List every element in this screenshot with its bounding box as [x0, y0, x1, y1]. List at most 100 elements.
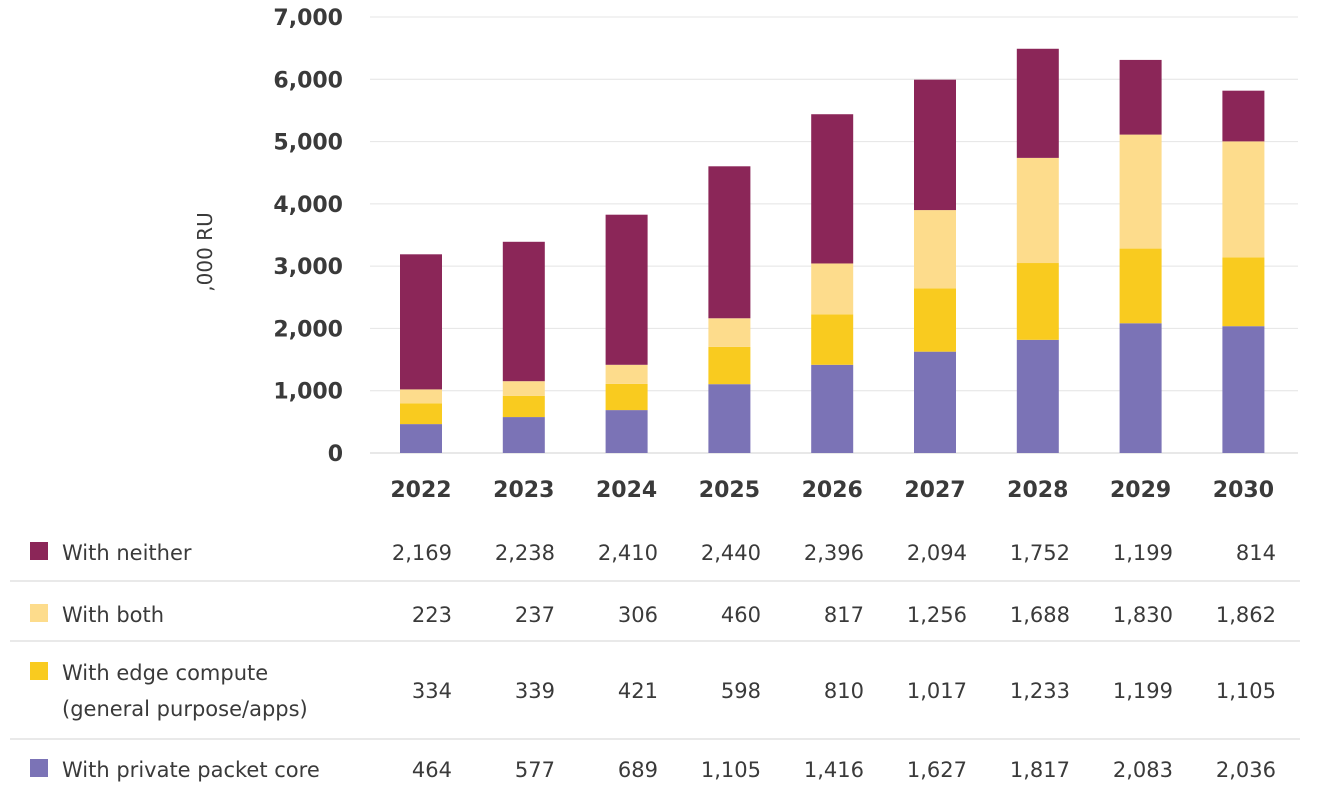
bar-segment: [502, 417, 545, 453]
bar-segment: [1016, 339, 1059, 453]
y-tick-label: 2,000: [273, 317, 343, 342]
bar-segment: [400, 403, 442, 425]
x-tick-label: 2025: [699, 478, 760, 503]
y-axis-label: ,000 RU: [193, 212, 217, 291]
series-label: With private packet core: [62, 758, 320, 782]
series-label: (general purpose/apps): [62, 697, 308, 721]
table-row: With neither 2,169 2,238 2,410 2,440 2,396 2,0…: [30, 541, 1276, 565]
table-value: 1,416: [804, 758, 864, 782]
y-tick-label: 7,000: [273, 6, 343, 31]
y-tick-label: 1,000: [273, 380, 343, 405]
x-axis-ticks: 2022 2023 2024 2025 2026 2027 2028 2029 2030: [390, 478, 1274, 503]
table-value: 1,627: [907, 758, 967, 782]
table-value: 689: [618, 758, 658, 782]
legend-swatch: [30, 662, 48, 680]
bars: [400, 48, 1265, 453]
table-value: 598: [721, 679, 761, 703]
bar-segment: [708, 166, 751, 319]
x-tick-label: 2022: [390, 478, 451, 503]
table-value: 334: [412, 679, 452, 703]
y-tick-label: 3,000: [273, 255, 343, 280]
data-table: With neither 2,169 2,238 2,410 2,440 2,396 2,0…: [10, 541, 1300, 782]
table-value: 464: [412, 758, 452, 782]
table-row: With private packet core 464 577 689 1,105 1,…: [30, 758, 1276, 782]
table-value: 1,199: [1113, 541, 1173, 565]
table-value: 810: [824, 679, 864, 703]
x-tick-label: 2024: [596, 478, 657, 503]
x-tick-label: 2029: [1110, 478, 1171, 503]
table-value: 339: [515, 679, 555, 703]
bar-segment: [1016, 48, 1059, 158]
legend-swatch: [30, 542, 48, 560]
table-value: 2,083: [1113, 758, 1173, 782]
table-value: 2,396: [804, 541, 864, 565]
legend-swatch: [30, 759, 48, 777]
bar-segment: [400, 389, 442, 404]
table-value: 2,036: [1216, 758, 1276, 782]
table-value: 1,752: [1010, 541, 1070, 565]
bar-segment: [1119, 323, 1162, 453]
bar-segment: [708, 318, 751, 347]
table-value: 1,017: [907, 679, 967, 703]
table-value: 2,410: [598, 541, 658, 565]
table-value: 814: [1236, 541, 1276, 565]
bar-segment: [811, 114, 854, 264]
legend-swatch: [30, 604, 48, 622]
table-value: 421: [618, 679, 658, 703]
table-value: 1,862: [1216, 603, 1276, 627]
table-row: With both 223 237 306 460 817 1,256 1,688 1,830 1…: [30, 603, 1276, 627]
x-tick-label: 2028: [1007, 478, 1068, 503]
bar-segment: [1016, 263, 1059, 340]
table-value: 1,256: [907, 603, 967, 627]
bar-segment: [708, 384, 751, 453]
series-label: With neither: [62, 541, 192, 565]
table-value: 1,233: [1010, 679, 1070, 703]
bar-segment: [1016, 157, 1059, 264]
bar-segment: [811, 364, 854, 453]
x-tick-label: 2027: [904, 478, 965, 503]
bar-segment: [502, 381, 545, 396]
table-value: 306: [618, 603, 658, 627]
table-value: 1,105: [701, 758, 761, 782]
series-label: With both: [62, 603, 164, 627]
table-value: 2,440: [701, 541, 761, 565]
y-tick-label: 5,000: [273, 131, 343, 156]
y-tick-label: 6,000: [273, 68, 343, 93]
bar-segment: [1119, 59, 1162, 135]
bar-segment: [1222, 257, 1265, 327]
bar-segment: [811, 314, 854, 365]
x-tick-label: 2030: [1213, 478, 1274, 503]
bar-segment: [914, 210, 956, 289]
table-value: 1,199: [1113, 679, 1173, 703]
bar-segment: [914, 351, 956, 453]
bar-segment: [502, 241, 545, 382]
table-value: 817: [824, 603, 864, 627]
y-tick-label: 4,000: [273, 193, 343, 218]
table-value: 2,169: [392, 541, 452, 565]
table-row: With edge compute (general purpose/apps) 3…: [30, 661, 1276, 721]
bar-segment: [708, 346, 751, 385]
table-value: 460: [721, 603, 761, 627]
bar-segment: [811, 263, 854, 315]
x-tick-label: 2023: [493, 478, 554, 503]
bar-segment: [605, 383, 648, 411]
table-value: 237: [515, 603, 555, 627]
table-value: 2,238: [495, 541, 555, 565]
bar-segment: [605, 214, 648, 365]
bar-segment: [1222, 141, 1265, 258]
x-tick-label: 2026: [802, 478, 863, 503]
table-value: 2,094: [907, 541, 967, 565]
table-value: 577: [515, 758, 555, 782]
bar-segment: [1222, 90, 1265, 142]
bar-segment: [502, 395, 545, 418]
bar-segment: [914, 288, 956, 352]
table-value: 1,830: [1113, 603, 1173, 627]
y-axis-ticks: 0 1,000 2,000 3,000 4,000 5,000 6,000 7,000: [273, 6, 343, 467]
bar-segment: [400, 254, 442, 390]
bar-segment: [605, 364, 648, 384]
y-tick-label: 0: [328, 442, 343, 467]
table-value: 1,817: [1010, 758, 1070, 782]
bar-segment: [1222, 326, 1265, 453]
table-value: 223: [412, 603, 452, 627]
